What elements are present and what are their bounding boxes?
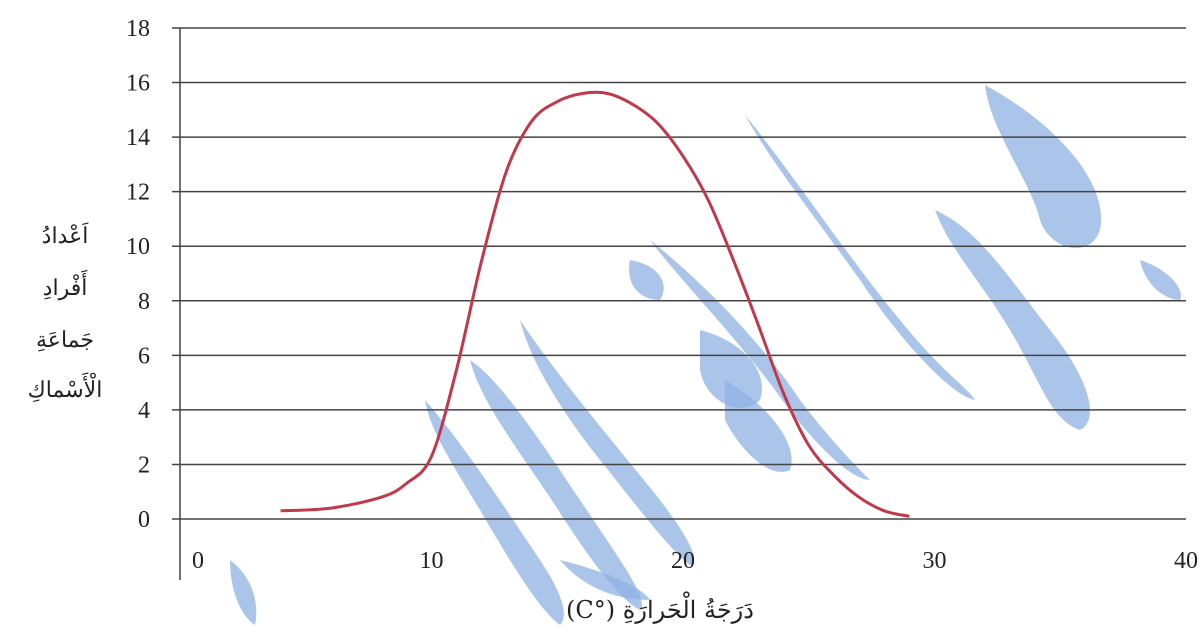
fish-count-curve bbox=[280, 90, 910, 518]
y-tick-label: 16 bbox=[126, 71, 150, 97]
x-tick-labels: 0 10 20 30 40 bbox=[192, 548, 1198, 574]
y-tick-label: 4 bbox=[138, 398, 150, 424]
x-tick-label: 10 bbox=[420, 548, 444, 574]
x-tick-label: 30 bbox=[923, 548, 947, 574]
y-tick-label: 0 bbox=[138, 507, 150, 533]
y-tick-label: 6 bbox=[138, 343, 150, 369]
x-tick-label: 20 bbox=[671, 548, 695, 574]
y-axis-title: اَعْدادُ أَفْرادِ جَماعَةِ الْأَسْماكِ bbox=[28, 222, 103, 403]
y-axis-title-line-4: الْأَسْماكِ bbox=[28, 372, 103, 403]
y-tick-label: 2 bbox=[138, 452, 150, 478]
x-tick-label: 0 bbox=[192, 548, 204, 574]
y-axis-title-line-1: اَعْدادُ bbox=[42, 222, 89, 249]
y-tick-labels: 0 2 4 6 8 10 12 14 16 18 bbox=[126, 16, 150, 533]
y-tick-label: 14 bbox=[126, 125, 150, 151]
y-axis-title-line-2: أَفْرادِ bbox=[43, 269, 88, 301]
gridlines bbox=[172, 27, 1186, 520]
x-tick-label: 40 bbox=[1174, 548, 1198, 574]
y-axis-title-line-3: جَماعَةِ bbox=[36, 328, 94, 353]
y-tick-label: 18 bbox=[126, 16, 150, 42]
watermark bbox=[230, 85, 1181, 625]
y-tick-label: 8 bbox=[138, 289, 150, 315]
y-tick-label: 10 bbox=[126, 234, 150, 260]
x-axis-title: دَرَجَةُ الْحَرارَةِ (°C) bbox=[566, 591, 754, 624]
y-tick-label: 12 bbox=[126, 180, 150, 206]
